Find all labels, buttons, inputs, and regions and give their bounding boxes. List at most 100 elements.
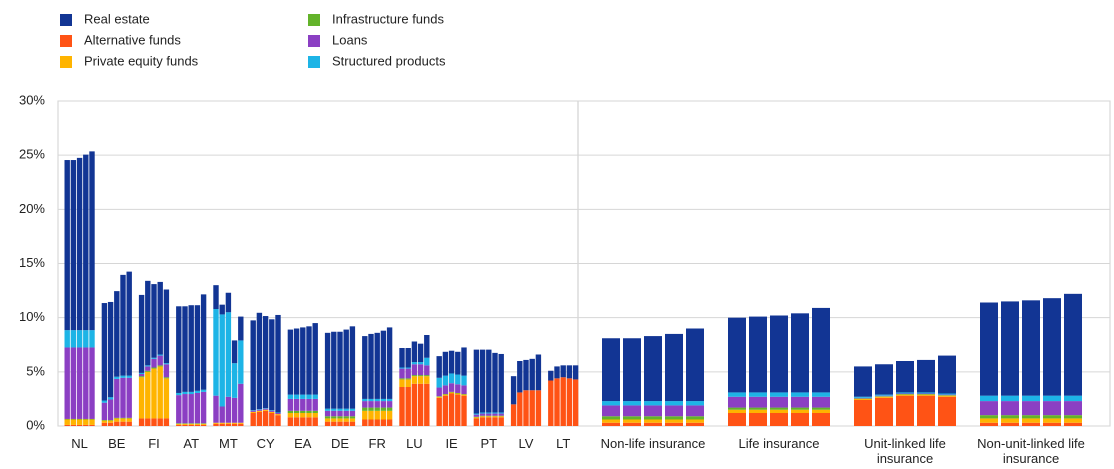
bar-segment — [980, 395, 998, 402]
bar-segment — [417, 362, 424, 365]
bar-segment — [151, 358, 157, 368]
bar-segment — [602, 405, 620, 417]
bar-segment — [126, 417, 132, 419]
bar-segment — [455, 392, 461, 394]
bar-segment — [461, 394, 467, 396]
bar-segment — [138, 377, 145, 419]
bar-segment — [349, 421, 356, 426]
bar-segment — [728, 413, 746, 426]
bar-segment — [145, 366, 151, 371]
bar-segment — [269, 410, 275, 411]
bar-segment — [436, 377, 442, 388]
bar-segment — [380, 398, 387, 402]
bar-segment — [287, 410, 294, 413]
bar-segment — [219, 314, 225, 407]
bar-segment — [405, 368, 411, 379]
bar-segment — [126, 375, 132, 378]
bar-segment — [442, 394, 449, 396]
bar-segment — [182, 394, 188, 424]
bar-segment — [293, 328, 300, 395]
bar-segment — [194, 423, 201, 425]
bar-segment — [101, 402, 108, 421]
bar-segment — [686, 401, 704, 406]
bar-segment — [225, 312, 232, 397]
bar-segment — [306, 413, 312, 418]
bar-segment — [368, 398, 374, 402]
x-tick-label: FI — [148, 436, 160, 451]
bar-segment — [461, 395, 467, 426]
bar-segment — [126, 418, 132, 422]
bar-segment — [405, 387, 411, 426]
bar-segment — [368, 419, 374, 426]
bar-segment — [64, 419, 70, 425]
bar-segment — [1022, 401, 1040, 416]
x-tick-label: Unit-linked life insurance — [864, 436, 946, 466]
bar-segment — [411, 362, 418, 365]
bar-segment — [83, 330, 89, 348]
bar-segment — [349, 416, 356, 419]
bar-segment — [875, 394, 893, 396]
bar-segment — [442, 375, 449, 386]
bar-segment — [1022, 422, 1040, 426]
bar-segment — [101, 303, 108, 401]
bar-segment — [256, 411, 263, 426]
bar-segment — [548, 370, 554, 381]
bar-segment — [479, 349, 486, 413]
bar-segment — [306, 410, 312, 413]
legend-swatch — [308, 14, 320, 26]
bar-segment — [461, 347, 467, 376]
bar-segment — [238, 423, 244, 426]
bar-segment — [405, 348, 411, 368]
bar-segment — [770, 392, 788, 397]
bar-segment — [176, 423, 182, 424]
bar-segment — [349, 408, 356, 411]
bar-segment — [896, 394, 914, 396]
bar-segment — [486, 415, 492, 417]
bar-segment — [269, 319, 275, 411]
bar-segment — [324, 332, 331, 409]
bar-segment — [231, 363, 238, 398]
bar-segment — [980, 418, 998, 423]
y-tick-label: 0% — [26, 417, 45, 432]
bar-segment — [1022, 415, 1040, 419]
legend-label: Infrastructure funds — [332, 11, 444, 26]
bar-segment — [64, 160, 70, 331]
bar-segment — [399, 368, 405, 379]
bar-segment — [665, 401, 683, 406]
bar-segment — [76, 419, 83, 425]
bar-segment — [293, 413, 300, 418]
bar-segment — [231, 422, 238, 424]
bar-segment — [417, 375, 424, 377]
bar-segment — [479, 415, 486, 417]
bar-segment — [436, 396, 442, 398]
bar-segment — [287, 398, 294, 411]
bar-segment — [83, 347, 89, 419]
bar-segment — [602, 419, 620, 423]
bar-segment — [535, 390, 542, 426]
bar-segment — [791, 392, 809, 397]
bar-segment — [374, 401, 380, 408]
bar-segment — [213, 422, 219, 424]
bar-segment — [455, 351, 461, 375]
bar-segment — [791, 313, 809, 393]
bar-segment — [442, 351, 449, 376]
bar-segment — [448, 393, 455, 426]
bar-segment — [368, 401, 374, 408]
bar-segment — [250, 320, 256, 411]
bar-segment — [380, 410, 387, 420]
bar-segment — [770, 396, 788, 408]
bar-segment — [1001, 415, 1019, 419]
bar-segment — [182, 391, 188, 395]
x-tick-label: Non-life insurance — [600, 436, 706, 451]
bar-segment — [665, 419, 683, 423]
bar-segment — [275, 412, 281, 413]
bar-segment — [293, 410, 300, 413]
bar-segment — [70, 330, 77, 348]
bar-segment — [644, 401, 662, 406]
bar-segment — [287, 417, 294, 426]
bar-segment — [554, 366, 560, 379]
bar-segment — [1001, 422, 1019, 426]
bar-segment — [324, 421, 331, 426]
bar-segment — [896, 395, 914, 426]
bar-segment — [812, 409, 830, 413]
